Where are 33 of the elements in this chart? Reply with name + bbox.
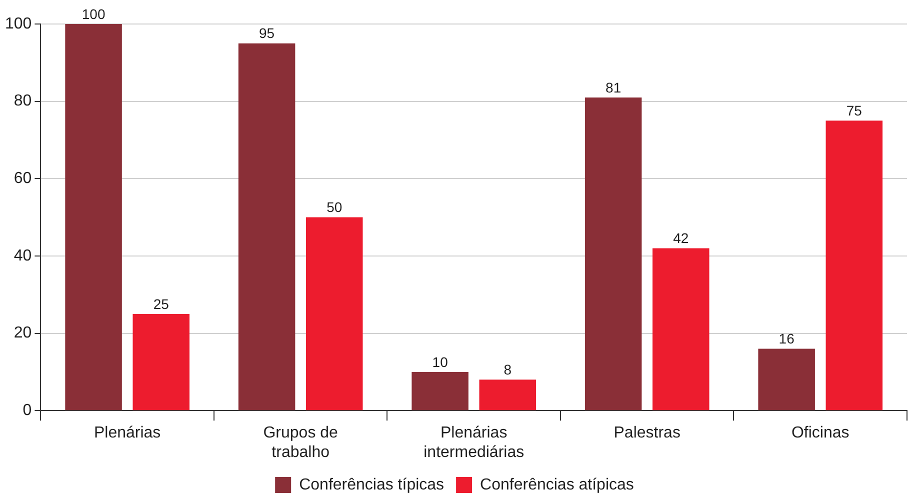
data-label: 100 — [82, 6, 106, 22]
data-label: 10 — [432, 354, 448, 370]
data-label: 16 — [778, 330, 795, 347]
bar — [826, 120, 883, 410]
bar — [132, 314, 190, 410]
y-tick-label: 80 — [14, 92, 32, 110]
y-tick-label: 20 — [14, 324, 32, 342]
bar — [758, 348, 815, 410]
bar — [479, 380, 536, 410]
x-tick-label: Plenárias — [94, 424, 161, 442]
x-tick-label: Grupos de trabalho — [263, 424, 338, 461]
y-tick-label: 40 — [14, 247, 32, 264]
legend-label: Conferências típicas — [299, 476, 444, 494]
data-label: 95 — [259, 25, 275, 42]
data-label: 81 — [606, 79, 622, 96]
bar — [65, 24, 122, 410]
bar — [306, 217, 363, 410]
data-label: 8 — [504, 362, 512, 378]
bar — [238, 43, 296, 410]
x-tick-label: Palestras — [614, 424, 680, 442]
bar — [412, 372, 468, 410]
y-tick-label: 100 — [4, 15, 32, 32]
legend-label: Conferências atípicas — [480, 476, 634, 494]
x-tick-label: Plenárias intermediárias — [424, 424, 524, 461]
y-tick-label: 60 — [14, 170, 32, 188]
data-label: 50 — [326, 199, 342, 216]
bar — [652, 248, 710, 410]
data-label: 75 — [846, 102, 862, 119]
data-label: 25 — [153, 296, 170, 312]
bar — [584, 97, 642, 410]
data-label: 42 — [673, 230, 689, 246]
x-tick-label: Oficinas — [791, 424, 850, 442]
y-tick-label: 0 — [22, 402, 32, 420]
